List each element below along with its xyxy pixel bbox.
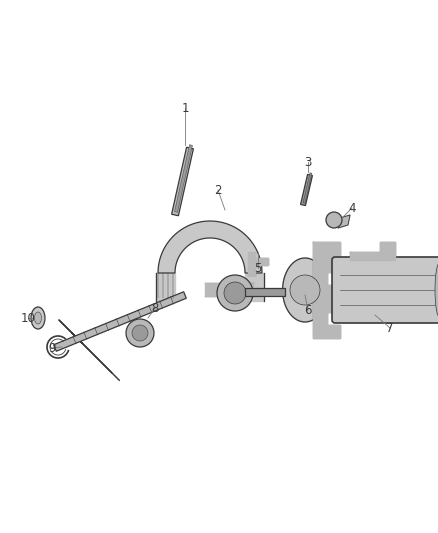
Text: 10: 10 bbox=[21, 311, 35, 325]
Circle shape bbox=[126, 319, 154, 347]
Circle shape bbox=[132, 325, 148, 341]
Text: 9: 9 bbox=[48, 342, 56, 354]
Circle shape bbox=[290, 275, 320, 305]
Ellipse shape bbox=[435, 262, 438, 318]
Text: 4: 4 bbox=[348, 201, 356, 214]
Polygon shape bbox=[172, 147, 194, 216]
Text: 8: 8 bbox=[151, 302, 159, 314]
Polygon shape bbox=[245, 288, 285, 296]
Polygon shape bbox=[350, 242, 395, 260]
Polygon shape bbox=[313, 242, 340, 338]
Text: 1: 1 bbox=[181, 101, 189, 115]
Polygon shape bbox=[245, 273, 264, 301]
Text: 3: 3 bbox=[304, 156, 312, 168]
Polygon shape bbox=[156, 273, 175, 301]
Polygon shape bbox=[205, 283, 253, 296]
Polygon shape bbox=[300, 174, 312, 206]
FancyBboxPatch shape bbox=[332, 257, 438, 323]
Polygon shape bbox=[59, 320, 119, 381]
Ellipse shape bbox=[31, 307, 45, 329]
Text: 6: 6 bbox=[304, 303, 312, 317]
Polygon shape bbox=[54, 292, 186, 351]
Polygon shape bbox=[174, 144, 192, 212]
Ellipse shape bbox=[35, 312, 42, 324]
Text: 2: 2 bbox=[214, 183, 222, 197]
Circle shape bbox=[224, 282, 246, 304]
Polygon shape bbox=[338, 215, 350, 228]
Text: 5: 5 bbox=[254, 262, 261, 274]
Text: 7: 7 bbox=[386, 321, 394, 335]
Ellipse shape bbox=[437, 262, 438, 318]
Polygon shape bbox=[158, 221, 262, 273]
Polygon shape bbox=[248, 252, 268, 275]
Circle shape bbox=[217, 275, 253, 311]
Polygon shape bbox=[283, 258, 327, 322]
Circle shape bbox=[326, 212, 342, 228]
Polygon shape bbox=[303, 173, 312, 203]
